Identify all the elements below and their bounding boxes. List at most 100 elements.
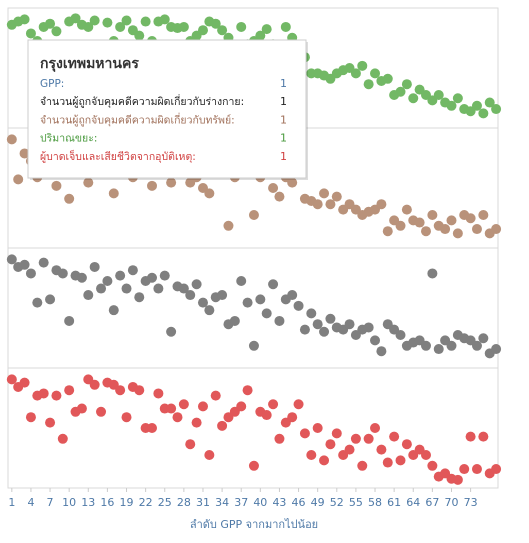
dot <box>478 431 489 442</box>
dot <box>217 290 228 301</box>
x-tick-label: 34 <box>215 496 229 509</box>
dot <box>19 14 30 25</box>
dot <box>217 420 228 431</box>
dot <box>401 79 412 90</box>
dot <box>274 315 285 326</box>
x-tick-label: 10 <box>62 496 76 509</box>
x-tick-label: 73 <box>464 496 478 509</box>
dot <box>319 326 330 337</box>
tooltip: กรุงเทพมหานคร GPP: 1 จำนวนผู้ถูกจับคุมคดีคว… <box>27 39 308 180</box>
dot <box>478 210 489 220</box>
dot <box>268 183 279 193</box>
dot <box>166 177 177 188</box>
dot <box>312 199 323 210</box>
tooltip-value: 1 <box>280 95 287 108</box>
dot <box>166 403 177 414</box>
dot <box>25 268 36 279</box>
x-tick-label: 4 <box>27 496 34 509</box>
dot <box>433 90 444 100</box>
dot <box>370 68 381 79</box>
dot <box>64 315 75 326</box>
dot <box>395 220 406 231</box>
dot <box>420 226 431 237</box>
dot <box>261 308 272 319</box>
dot <box>255 294 266 305</box>
x-tick-label: 22 <box>139 496 153 509</box>
x-tick-label: 49 <box>311 496 325 509</box>
dot <box>325 313 336 324</box>
x-tick-label: 55 <box>349 496 363 509</box>
dot <box>389 431 400 442</box>
dot <box>363 79 374 90</box>
dot <box>357 460 368 471</box>
x-tick-label: 46 <box>292 496 306 509</box>
dot <box>287 290 298 301</box>
x-tick-label: 25 <box>158 496 172 509</box>
dot <box>248 340 259 351</box>
dot <box>395 330 406 340</box>
dot <box>357 60 368 71</box>
dot <box>19 377 30 388</box>
dot <box>6 374 17 385</box>
dot <box>414 217 425 228</box>
tooltip-box <box>27 39 307 179</box>
dot <box>102 276 113 286</box>
dot <box>134 385 145 396</box>
dot <box>242 385 253 396</box>
dot <box>115 21 126 32</box>
dot <box>427 268 438 279</box>
dot <box>197 25 208 36</box>
dot <box>191 279 202 290</box>
dot <box>19 259 30 270</box>
dot <box>121 412 132 423</box>
dot <box>350 68 361 79</box>
dot <box>471 464 482 475</box>
dot <box>319 455 330 466</box>
dot <box>248 460 259 471</box>
dot <box>153 283 164 294</box>
x-tick-label: 28 <box>177 496 191 509</box>
dot <box>236 21 247 32</box>
dot <box>121 15 132 26</box>
dot <box>261 24 272 35</box>
tooltip-label: ปริมาณขยะ: <box>40 133 97 145</box>
dot <box>370 423 381 433</box>
x-axis-label: ลำดับ GPP จากมากไปน้อย <box>190 518 318 531</box>
dot <box>471 100 482 111</box>
dot <box>57 268 68 279</box>
dot <box>491 464 502 475</box>
dot <box>452 228 463 239</box>
dot <box>420 340 431 351</box>
dot <box>159 14 170 25</box>
dot <box>45 417 56 428</box>
dot <box>70 13 81 24</box>
dot <box>478 333 489 344</box>
dot <box>446 340 457 351</box>
dot <box>344 444 355 455</box>
x-tick-label: 58 <box>368 496 382 509</box>
dot <box>446 100 457 111</box>
dot <box>159 270 170 281</box>
dot <box>242 297 253 308</box>
dot <box>83 290 94 301</box>
dot <box>255 30 266 41</box>
dot <box>287 412 298 423</box>
dot <box>127 265 138 276</box>
dot <box>172 412 183 423</box>
x-tick-label: 31 <box>196 496 210 509</box>
x-tick-label: 43 <box>272 496 286 509</box>
dot <box>178 283 189 294</box>
dot <box>274 433 285 444</box>
dot <box>344 319 355 330</box>
dot <box>6 134 17 145</box>
dot <box>76 403 87 414</box>
dot <box>25 412 36 423</box>
x-tick-label: 52 <box>330 496 344 509</box>
dot <box>452 474 463 485</box>
dot <box>433 344 444 355</box>
dot <box>452 93 463 104</box>
dot <box>478 108 489 119</box>
dot <box>274 191 285 202</box>
dot <box>51 26 62 37</box>
dot <box>491 104 502 115</box>
